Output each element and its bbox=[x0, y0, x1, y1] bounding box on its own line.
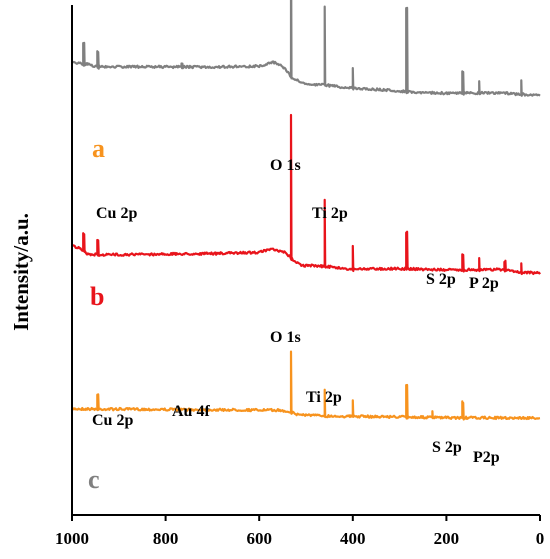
peak-label: S 2p bbox=[432, 439, 462, 456]
x-tick-label: 600 bbox=[246, 529, 272, 548]
peak-label: P 2p bbox=[469, 275, 499, 292]
y-axis-label: Intensity/a.u. bbox=[9, 213, 33, 331]
spectrum-c bbox=[71, 0, 541, 97]
peak-annotations: a O 1s Cu 2p Ti 2p S 2p P 2p b O 1s Cu 2p Au 4f Ti… bbox=[88, 134, 500, 494]
axis-frame bbox=[71, 5, 540, 516]
peak-label: S 2p bbox=[426, 271, 456, 288]
trace-label-a: a bbox=[92, 134, 105, 163]
axes: 1000 800 600 400 200 0 bbox=[55, 5, 544, 548]
x-tick-label: 1000 bbox=[55, 529, 89, 548]
peak-label: Cu 2p bbox=[92, 412, 133, 429]
x-tick-label: 800 bbox=[153, 529, 179, 548]
spectrum-a bbox=[71, 350, 541, 421]
x-tick-label: 400 bbox=[340, 529, 366, 548]
spectrum-b bbox=[71, 113, 541, 276]
peak-label: Cu 2p bbox=[96, 205, 137, 222]
peak-label: O 1s bbox=[270, 157, 301, 174]
trace-label-b: b bbox=[90, 282, 104, 311]
x-tick-label: 200 bbox=[434, 529, 460, 548]
y-axis-label-text: Intensity/a.u. bbox=[9, 213, 33, 331]
x-tick-label: 0 bbox=[536, 529, 545, 548]
peak-label: P2p bbox=[473, 449, 500, 466]
peak-label: Ti 2p bbox=[312, 205, 348, 222]
peak-label: Ti 2p bbox=[306, 389, 342, 406]
spectra bbox=[71, 0, 541, 421]
trace-label-c: c bbox=[88, 465, 100, 494]
peak-label: Au 4f bbox=[172, 403, 210, 420]
peak-label: O 1s bbox=[270, 329, 301, 346]
